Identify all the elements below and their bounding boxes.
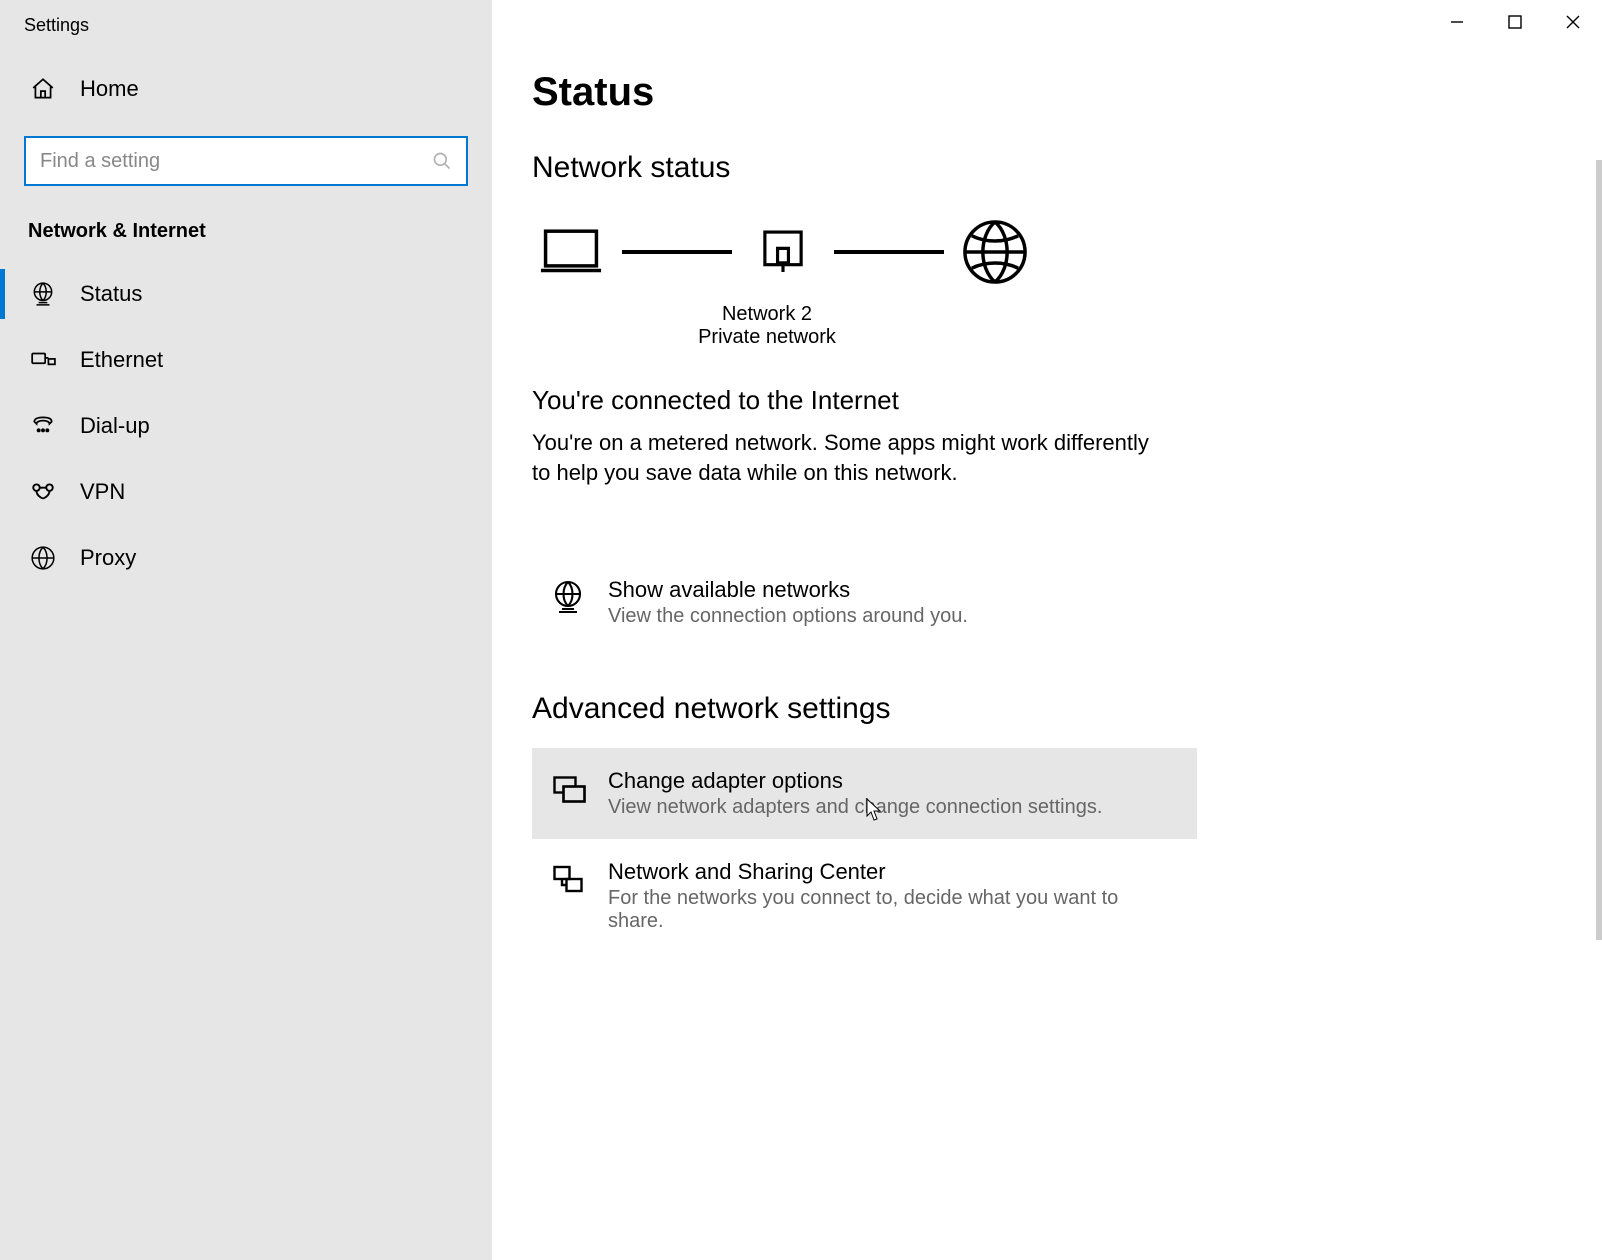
network-sharing-center[interactable]: Network and Sharing Center For the netwo… <box>532 839 1197 953</box>
globe-icon <box>550 579 586 615</box>
sidebar-item-ethernet[interactable]: Ethernet <box>0 327 492 393</box>
search-input[interactable] <box>40 150 432 173</box>
internet-globe-icon <box>958 215 1032 289</box>
window-title: Settings <box>0 0 492 50</box>
connection-description: You're on a metered network. Some apps m… <box>532 428 1172 487</box>
sidebar-item-label: Dial-up <box>80 413 150 439</box>
home-nav[interactable]: Home <box>0 50 492 128</box>
search-icon <box>432 151 452 171</box>
sidebar-item-label: Ethernet <box>80 347 163 373</box>
maximize-button[interactable] <box>1486 0 1544 44</box>
show-available-networks[interactable]: Show available networks View the connect… <box>532 557 1197 648</box>
minimize-button[interactable] <box>1428 0 1486 44</box>
sharing-icon <box>550 861 586 897</box>
sidebar-item-status[interactable]: Status <box>0 261 492 327</box>
home-icon <box>30 76 56 102</box>
sidebar: Settings Home Network & Internet <box>0 0 492 1260</box>
network-diagram <box>532 215 1562 289</box>
connection-line <box>622 250 732 254</box>
ethernet-icon <box>30 347 56 373</box>
page-title: Status <box>532 70 1562 115</box>
action-desc: For the networks you connect to, decide … <box>608 887 1179 933</box>
globe-icon <box>30 545 56 571</box>
home-label: Home <box>80 76 139 102</box>
window-controls <box>1428 0 1602 44</box>
main-content: Status Network status <box>492 0 1602 1260</box>
sidebar-item-vpn[interactable]: VPN <box>0 459 492 525</box>
network-name: Network 2 <box>532 303 1002 326</box>
action-title: Show available networks <box>608 577 968 603</box>
sidebar-item-proxy[interactable]: Proxy <box>0 525 492 591</box>
network-status-heading: Network status <box>532 151 1562 185</box>
adapter-icon <box>550 770 586 806</box>
action-title: Network and Sharing Center <box>608 859 1179 885</box>
sidebar-item-label: VPN <box>80 479 125 505</box>
action-title: Change adapter options <box>608 768 1102 794</box>
network-label-block: Network 2 Private network <box>532 303 1002 349</box>
change-adapter-options[interactable]: Change adapter options View network adap… <box>532 748 1197 839</box>
close-button[interactable] <box>1544 0 1602 44</box>
connection-heading: You're connected to the Internet <box>532 385 1562 416</box>
sidebar-item-label: Proxy <box>80 545 136 571</box>
scrollbar[interactable] <box>1596 160 1602 940</box>
vpn-icon <box>30 479 56 505</box>
action-desc: View network adapters and change connect… <box>608 796 1102 819</box>
sidebar-item-dialup[interactable]: Dial-up <box>0 393 492 459</box>
sidebar-section-header: Network & Internet <box>0 210 492 261</box>
network-type: Private network <box>532 326 1002 349</box>
advanced-settings-heading: Advanced network settings <box>532 692 1562 726</box>
connection-line <box>834 250 944 254</box>
laptop-icon <box>534 215 608 289</box>
sidebar-item-label: Status <box>80 281 142 307</box>
search-box[interactable] <box>24 136 468 186</box>
dialup-icon <box>30 413 56 439</box>
router-icon <box>746 215 820 289</box>
globe-monitor-icon <box>30 281 56 307</box>
action-desc: View the connection options around you. <box>608 605 968 628</box>
